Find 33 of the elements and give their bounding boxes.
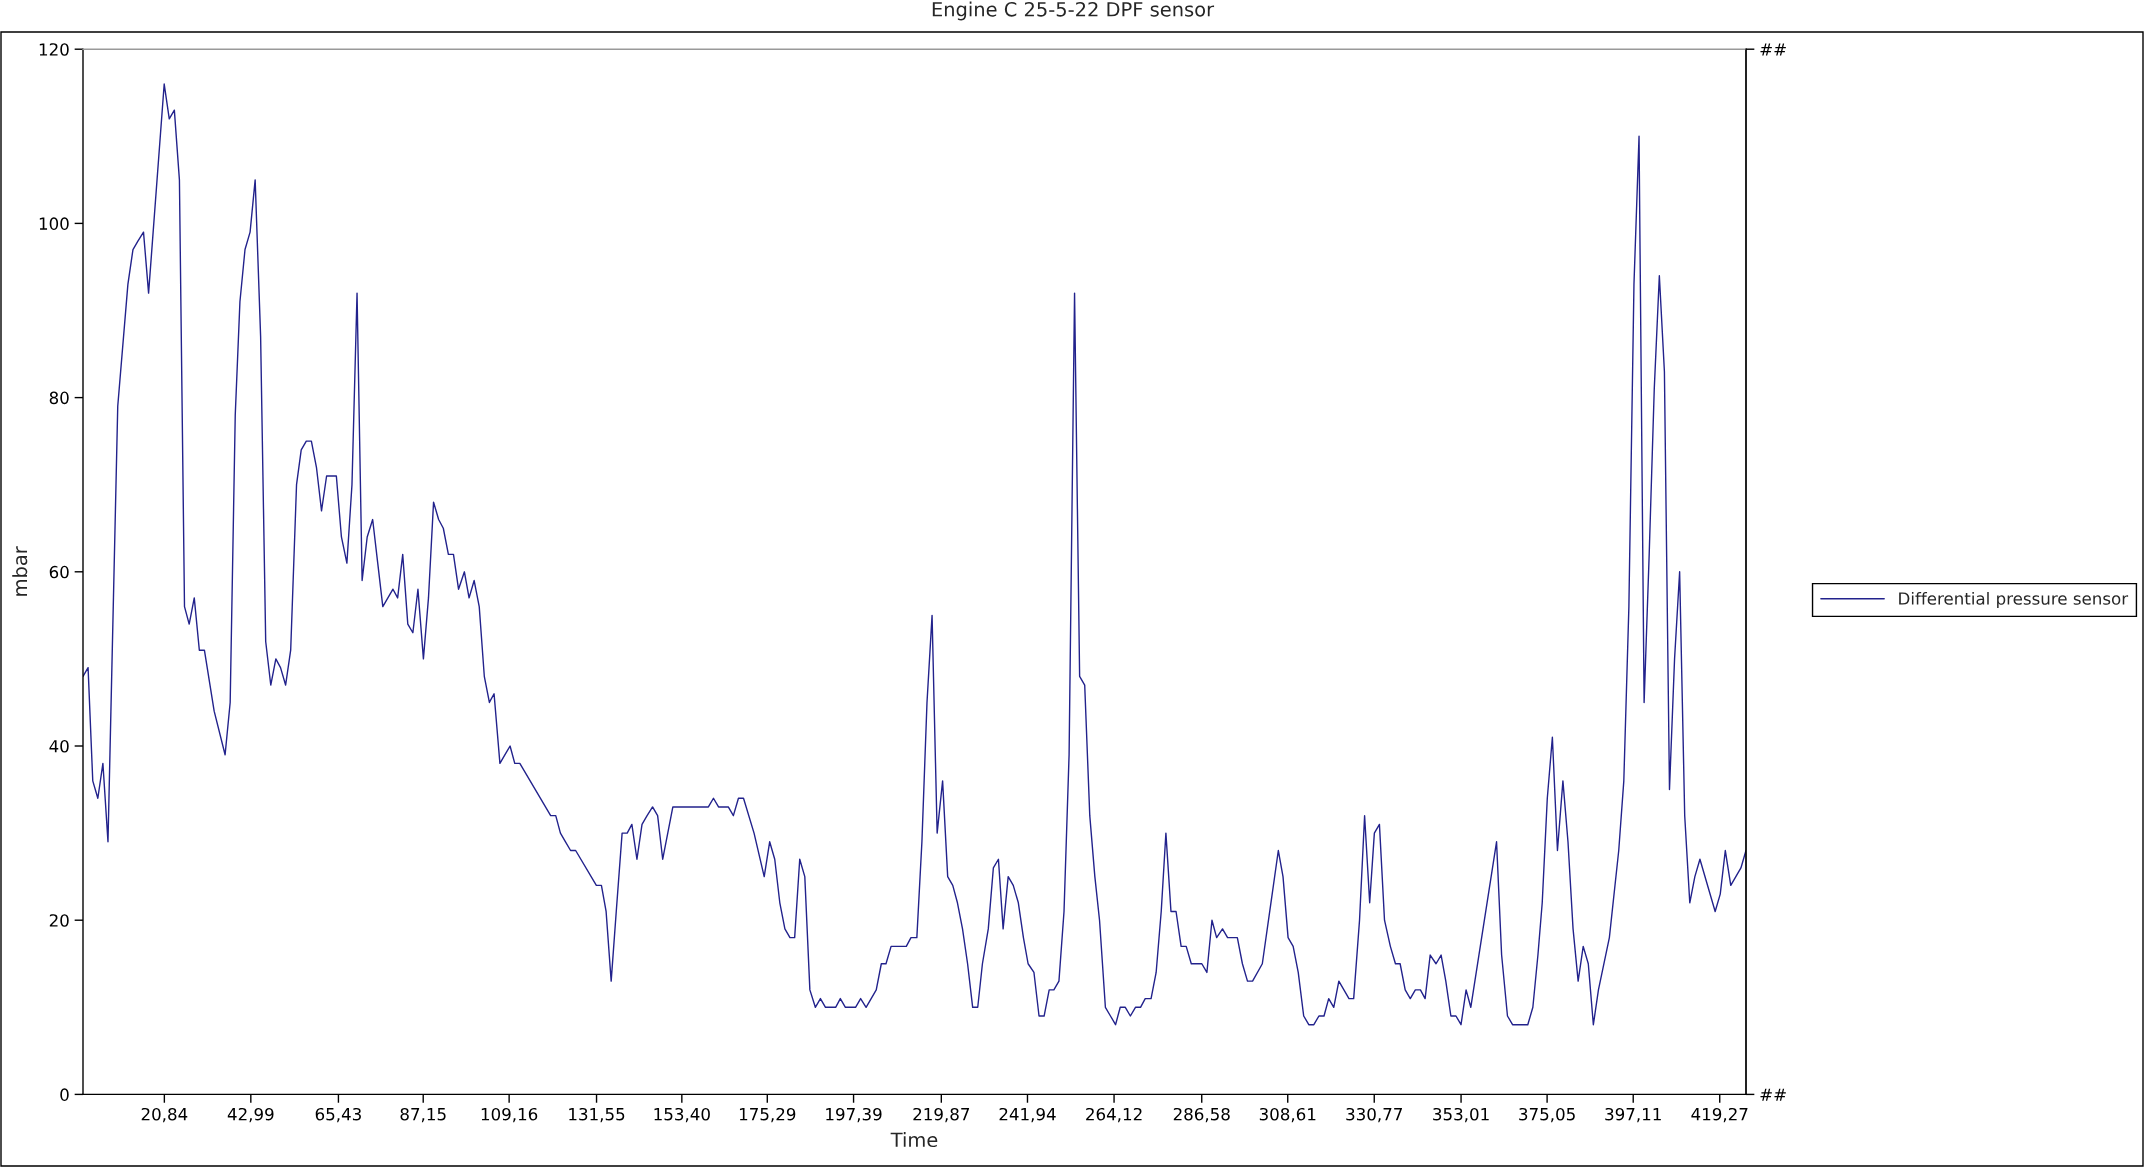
y-tick-label: 80	[49, 391, 69, 405]
x-tick-label: 286,58	[1173, 1107, 1230, 1123]
x-tick-label: 153,40	[654, 1107, 710, 1123]
chart-title: Engine C 25-5-22 DPF sensor	[932, 1, 1215, 21]
x-tick-label: 375,05	[1519, 1107, 1575, 1123]
x-tick-label: 131,55	[569, 1107, 625, 1123]
x-tick-label: 42,99	[227, 1107, 274, 1123]
x-tick-label: 330,77	[1346, 1107, 1402, 1123]
y-tick-label: 20	[49, 914, 69, 927]
line-series	[83, 83, 1746, 1026]
y-tick-label: 40	[49, 739, 69, 753]
x-tick-label: 353,01	[1433, 1107, 1489, 1123]
x-tick-label: 20,84	[141, 1107, 188, 1123]
legend-label: Differential pressure sensor	[1899, 591, 2129, 609]
x-tick-label: 87,15	[400, 1107, 446, 1123]
x-tick-label: 175,29	[739, 1107, 796, 1123]
y-tick-label: 60	[49, 565, 69, 579]
x-axis-title: Time	[890, 1132, 938, 1148]
y-axis-title: mbar	[12, 546, 28, 596]
x-tick-label: 219,87	[913, 1107, 970, 1123]
x-tick-label: 197,39	[826, 1107, 882, 1123]
x-tick-label: 65,43	[315, 1107, 361, 1123]
x-tick-label: 397,11	[1605, 1107, 1661, 1123]
x-tick-label: 264,12	[1086, 1107, 1142, 1123]
x-tick-label: 419,27	[1691, 1107, 1748, 1123]
text: ##	[1760, 1088, 1786, 1101]
y-tick-label: 120	[39, 43, 69, 56]
y-tick-label: 0	[60, 1088, 69, 1101]
y-tick-label: 100	[39, 217, 69, 230]
text: ##	[1760, 43, 1786, 56]
x-tick-label: 241,94	[999, 1107, 1056, 1123]
x-tick-label: 109,16	[481, 1107, 538, 1123]
x-tick-label: 308,61	[1259, 1107, 1316, 1123]
